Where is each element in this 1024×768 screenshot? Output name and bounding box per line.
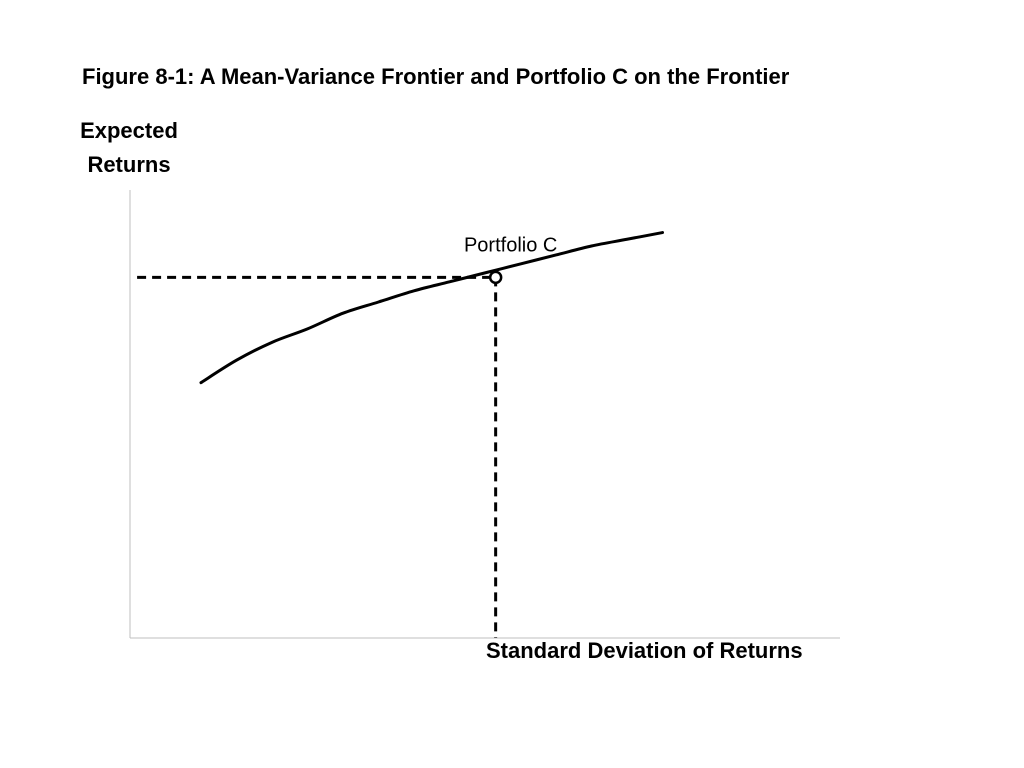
axes	[129, 190, 840, 639]
series-group	[199, 231, 664, 385]
portfolio-c-marker	[488, 270, 503, 285]
guide-lines	[137, 275, 498, 638]
points-group: Portfolio C	[464, 234, 557, 285]
frontier-curve	[199, 231, 664, 385]
chart-title: Figure 8-1: A Mean-Variance Frontier and…	[82, 64, 790, 89]
portfolio-c-label: Portfolio C	[464, 234, 557, 256]
x-axis-label: Standard Deviation of Returns	[486, 638, 803, 663]
y-axis-label: Expected Returns	[80, 118, 178, 177]
